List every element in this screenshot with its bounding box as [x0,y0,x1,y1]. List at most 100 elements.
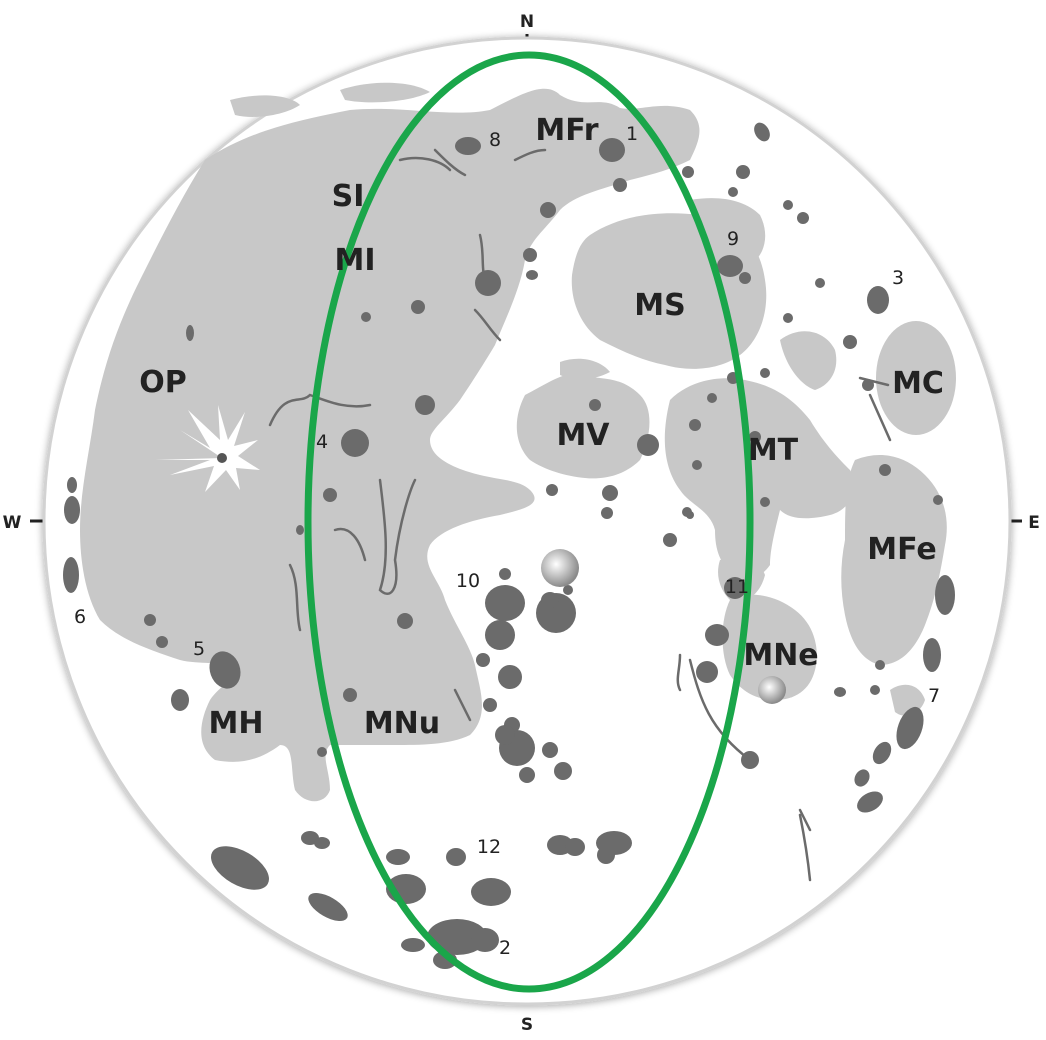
maria-regions [80,82,956,802]
mare-labels: OP SI MI MFr MS MV MT MC MFe MNe MH MNu [139,113,944,741]
crater-45 [707,393,717,403]
crater-14 [296,525,304,535]
crater-93 [446,848,466,866]
mare-mt [664,378,854,578]
crater-22 [63,557,79,593]
crater-65 [705,624,729,646]
crater-11 [415,395,435,415]
crater-70 [485,620,515,650]
crater-66 [696,661,718,683]
crater-54 [933,495,943,505]
crater-90 [427,919,487,955]
crater-18 [209,651,241,689]
mare-nw-scrap-2 [340,82,430,103]
mare-label-mnu: MNu [364,706,440,741]
mare-label-mi: MI [334,243,375,278]
crater-26 [637,434,659,456]
rille-14 [798,813,812,882]
crater-46 [689,419,701,431]
crater-81 [541,592,559,608]
crater-83 [211,846,269,890]
mare-nw-scrap-1 [230,95,300,117]
crater-label-3: 3 [892,267,904,289]
rille-3 [333,527,367,562]
crater-1 [599,138,625,162]
crater-42 [862,379,874,391]
crater-30 [682,166,694,178]
crater-6 [526,270,538,280]
crater-78 [554,762,572,780]
mare-label-ms: MS [634,288,685,323]
crater-labels: 1 2 3 4 5 6 7 8 9 10 11 12 [74,123,940,959]
crater-28 [602,485,618,501]
crater-34 [783,200,793,210]
crater-9 [361,312,371,322]
craters [63,122,955,969]
crater-21 [67,477,77,493]
crater-20 [64,496,80,524]
crater-50 [760,497,770,507]
crater-64 [724,577,746,599]
crater-47 [692,460,702,470]
rille-13 [798,808,812,832]
crater-17 [317,747,327,757]
crater-84 [308,893,348,921]
mare-label-mne: MNe [743,638,818,673]
mare-label-mc: MC [892,366,944,401]
crater-29 [601,507,613,519]
crater-79 [519,767,535,783]
crater-43 [760,368,770,378]
mare-mv-arm [560,358,610,380]
crater-89 [401,938,425,952]
mare-label-mfr: MFr [535,113,598,148]
north-label: N [520,12,534,32]
highlight-ellipse [304,51,754,993]
mare-label-mt: MT [748,433,799,468]
rille-4 [288,563,302,632]
crater-98 [597,846,615,864]
mare-si-patch [260,162,315,195]
crater-label-6: 6 [74,606,86,628]
mare-label-si: SI [332,179,365,214]
crater-58 [870,685,880,695]
crater-10 [186,325,194,341]
mare-ms [571,213,767,369]
crater-5 [523,248,537,262]
crater-55 [935,575,955,615]
west-label: W [3,513,22,533]
crater-60 [896,706,924,750]
mare-ms-arm [690,198,766,265]
mare-mfe [841,455,947,665]
crater-12 [341,429,369,457]
crater-69 [485,585,525,621]
mare-western-complex [80,88,700,802]
crater-72 [498,665,522,689]
rille-15 [453,688,472,722]
crater-82 [563,585,573,595]
mare-mt-arm [780,331,837,390]
crater-61 [872,741,892,765]
crater-7 [475,270,501,296]
crater-label-2: 2 [499,937,511,959]
crater-24 [156,636,168,648]
south-label: S [521,1015,533,1035]
bright-crater-copernicus [541,549,579,587]
ray-crater [155,405,260,492]
crater-25 [589,399,601,411]
crater-57 [875,660,885,670]
crater-49 [879,464,891,476]
crater-94 [471,878,511,906]
crater-label-9: 9 [727,228,739,250]
crater-label-8: 8 [489,129,501,151]
crater-40 [783,313,793,323]
crater-32 [754,122,770,142]
mare-label-mfe: MFe [867,532,936,567]
crater-73 [483,698,497,712]
crater-68 [499,568,511,580]
rille-11 [858,376,890,387]
crater-86 [314,837,330,849]
crater-38 [815,278,825,288]
rille-5 [433,148,467,177]
bright-crater-mne [758,676,786,704]
